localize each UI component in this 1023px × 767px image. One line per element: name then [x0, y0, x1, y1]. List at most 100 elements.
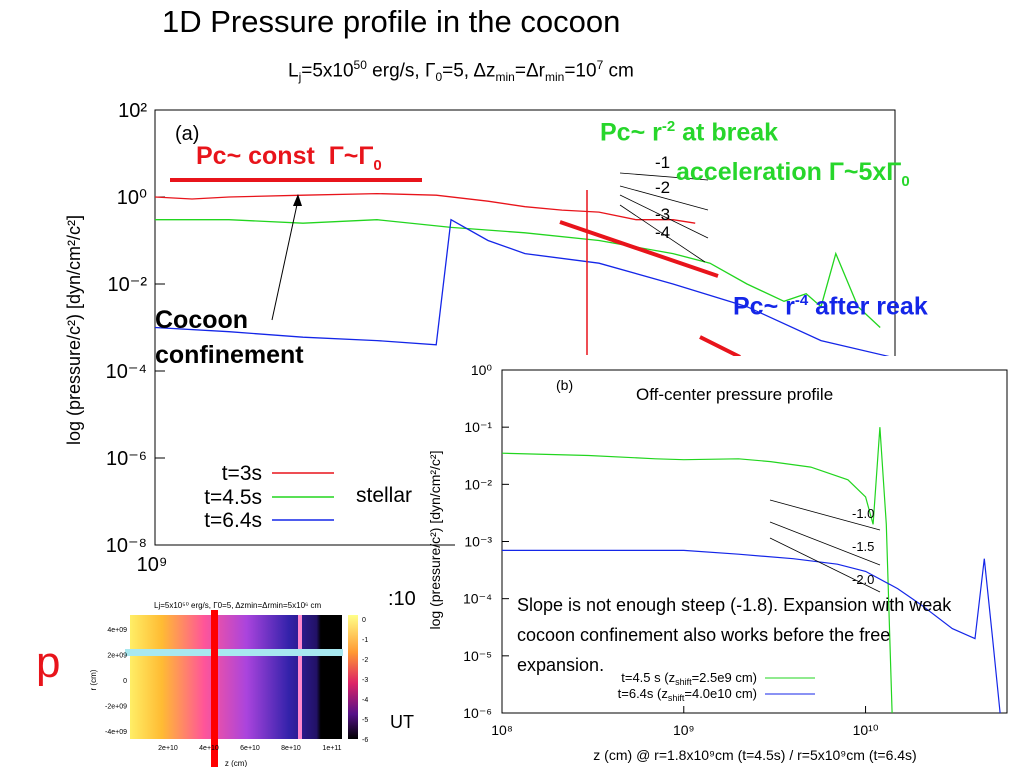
- chart-a-slope-guides: -1 -2 -3 -4: [619, 153, 709, 263]
- b-slope-label-1: -1.0: [852, 506, 874, 521]
- heatmap-xtick-label: 4e+10: [199, 745, 219, 752]
- heatmap-colorbar-tick: -1: [362, 637, 368, 644]
- chart-a-ytick-label: 10⁰: [117, 187, 147, 209]
- chart-a-legend: t=3s t=4.5s t=6.4s: [204, 462, 334, 532]
- fit-line-r2: [559, 220, 719, 278]
- heatmap-xtick-label: 8e+10: [281, 745, 301, 752]
- chart-a-series-line-2: [154, 218, 896, 359]
- slope-guide-2: [619, 185, 709, 211]
- legend-a-label-0: t=3s: [222, 462, 262, 485]
- chart-a: 10² 10⁰ 10⁻² 10⁻⁴ 10⁻⁶ 10⁻⁸ log (pressure/c²)…: [64, 100, 896, 576]
- slope-guide-label-4: -4: [655, 223, 670, 242]
- chart-b-ytick-label: 10⁻⁵: [463, 648, 492, 664]
- b-slope-label-3: -2.0: [852, 572, 874, 587]
- chart-a-title: Lj=5x1050 erg/s, Γ0=5, Δzmin=Δrmin=107 c…: [288, 58, 634, 85]
- heatmap-xtick-label: 2e+10: [158, 745, 178, 752]
- chart-b-ytick-label: 10⁻³: [464, 534, 492, 550]
- heatmap-ylabel: r (cm): [89, 669, 98, 690]
- chart-b-xtick-label: 10¹⁰: [853, 722, 879, 738]
- chart-a-ytick-label: 10⁻⁸: [106, 535, 147, 557]
- fragment-ut: UT: [390, 712, 414, 732]
- legend-a-label-1: t=4.5s: [204, 486, 262, 509]
- chart-b-series-line-0: [501, 427, 893, 714]
- heatmap-colorbar-tick: -4: [362, 697, 368, 704]
- slope-guide-label-1: -1: [655, 153, 670, 172]
- heatmap-colorbar-tick: -6: [362, 737, 368, 744]
- heatmap-xtick-label: 6e+10: [240, 745, 260, 752]
- chart-a-xtick-10^9: 10⁹: [137, 554, 168, 576]
- cocoon-arrow: [271, 199, 299, 321]
- heatmap-ytick-label: -2e+09: [105, 704, 127, 711]
- heatmap-ytick-label: -4e+09: [105, 729, 127, 736]
- chart-b-title: Off-center pressure profile: [636, 385, 834, 404]
- heatmap-colorbar-tick: -3: [362, 677, 368, 684]
- slope-guide-4: [619, 204, 706, 263]
- chart-b-slope-guides: -1.0 -1.5 -2.0: [769, 499, 881, 593]
- chart-b-panel-label: (b): [556, 377, 573, 393]
- chart-b-ytick-label: 10⁻¹: [464, 419, 492, 435]
- annotation-break: Pc~ r-2 at break: [600, 118, 779, 147]
- heatmap-ytick-label: 0: [123, 678, 127, 685]
- chart-a-ylabel: log (pressure/c²) [dyn/cm²/c²]: [64, 215, 84, 445]
- chart-a-series-line-1: [155, 219, 881, 328]
- chart-b-xtick-label: 10⁹: [673, 722, 695, 738]
- chart-b-ytick-label: 10⁻⁴: [463, 591, 492, 607]
- fragment-z10: :10: [388, 588, 416, 610]
- chart-b-series: [501, 427, 1001, 714]
- b-slope-guide-1: [769, 499, 881, 531]
- heatmap-ytick-label: 2e+09: [107, 653, 127, 660]
- slope-guide-label-2: -2: [655, 178, 670, 197]
- heatmap-vertical-marker: [211, 610, 218, 767]
- heatmap-colorbar-tick: -2: [362, 657, 368, 664]
- heatmap-image: [130, 615, 342, 739]
- fit-line-r4: [699, 335, 741, 359]
- heatmap-panel: Lj=5x10⁵⁰ erg/s, Γ0=5, Δzmin=Δrmin=5x10⁶…: [89, 601, 368, 767]
- chart-b-xtick-label: 10⁸: [491, 722, 513, 738]
- chart-a-series: [154, 192, 896, 359]
- annotation-slope-note: Slope is not enough steep (-1.8). Expans…: [517, 595, 952, 675]
- legend-b-label-0: t=4.5 s (zshift=2.5e9 cm): [621, 670, 757, 687]
- chart-b-series-line-1: [502, 549, 1001, 714]
- heatmap-colorbar-tick: 0: [362, 617, 366, 624]
- chart-a-series-line-0: [154, 192, 696, 224]
- slope-guide-1: [619, 172, 709, 181]
- chart-a-ytick-label: 10⁻⁴: [106, 361, 147, 383]
- legend-a-label-2: t=6.4s: [204, 509, 262, 532]
- b-slope-guide-2: [769, 521, 881, 566]
- chart-a-ytick-label: 10⁻⁶: [106, 448, 147, 470]
- annotation-const: Pc~ const Γ~Γ0: [196, 142, 382, 174]
- chart-b-ytick-label: 10⁻²: [464, 476, 492, 492]
- heatmap-title: Lj=5x10⁵⁰ erg/s, Γ0=5, Δzmin=Δrmin=5x10⁶…: [154, 601, 322, 610]
- heatmap-xtick-label: 1e+11: [322, 745, 341, 752]
- cocoon-arrowhead: [293, 194, 302, 206]
- slope-guide-3: [619, 194, 709, 239]
- annotation-after: Pc~ r-4 after reak: [733, 292, 928, 321]
- annotation-accel: acceleration Γ~5xΓ0: [676, 158, 910, 190]
- chart-a-yticks: 10² 10⁰ 10⁻² 10⁻⁴ 10⁻⁶ 10⁻⁸: [106, 100, 165, 557]
- chart-a-ytick-label: 10⁻²: [108, 274, 148, 296]
- fragment-p: p: [36, 638, 61, 687]
- chart-b-legend: t=4.5 s (zshift=2.5e9 cm) t=6.4s (zshift…: [618, 670, 815, 703]
- slide-title: 1D Pressure profile in the cocoon: [162, 4, 621, 39]
- annotation-cocoon: Cocoon confinement: [155, 306, 304, 369]
- chart-a-ytick-label: 10²: [118, 100, 147, 122]
- annotation-stellar: stellar: [356, 484, 413, 507]
- heatmap-ytick-label: 4e+09: [107, 627, 127, 634]
- b-slope-guide-3: [769, 537, 881, 593]
- legend-b-label-1: t=6.4s (zshift=4.0e10 cm): [618, 686, 757, 703]
- heatmap-xlabel: z (cm): [225, 759, 248, 767]
- heatmap-cut-line: [125, 649, 343, 656]
- chart-b-xlabel: z (cm) @ r=1.8x10⁹cm (t=4.5s) / r=5x10⁹c…: [593, 747, 916, 763]
- chart-b-background: [455, 356, 1023, 767]
- b-slope-label-2: -1.5: [852, 539, 874, 554]
- chart-b-ytick-label: 10⁰: [471, 362, 493, 378]
- heatmap-colorbar-tick: -5: [362, 717, 368, 724]
- heatmap-colorbar: [348, 615, 358, 739]
- chart-b-ylabel: log (pressure/c²) [dyn/cm²/c²]: [427, 451, 443, 630]
- chart-a-panel-label: (a): [175, 123, 199, 145]
- heatmap-ticks: 4e+09 2e+09 0 -2e+09 -4e+09 2e+10 4e+10 6e+10 8e…: [105, 617, 368, 752]
- slope-guide-label-3: -3: [655, 205, 670, 224]
